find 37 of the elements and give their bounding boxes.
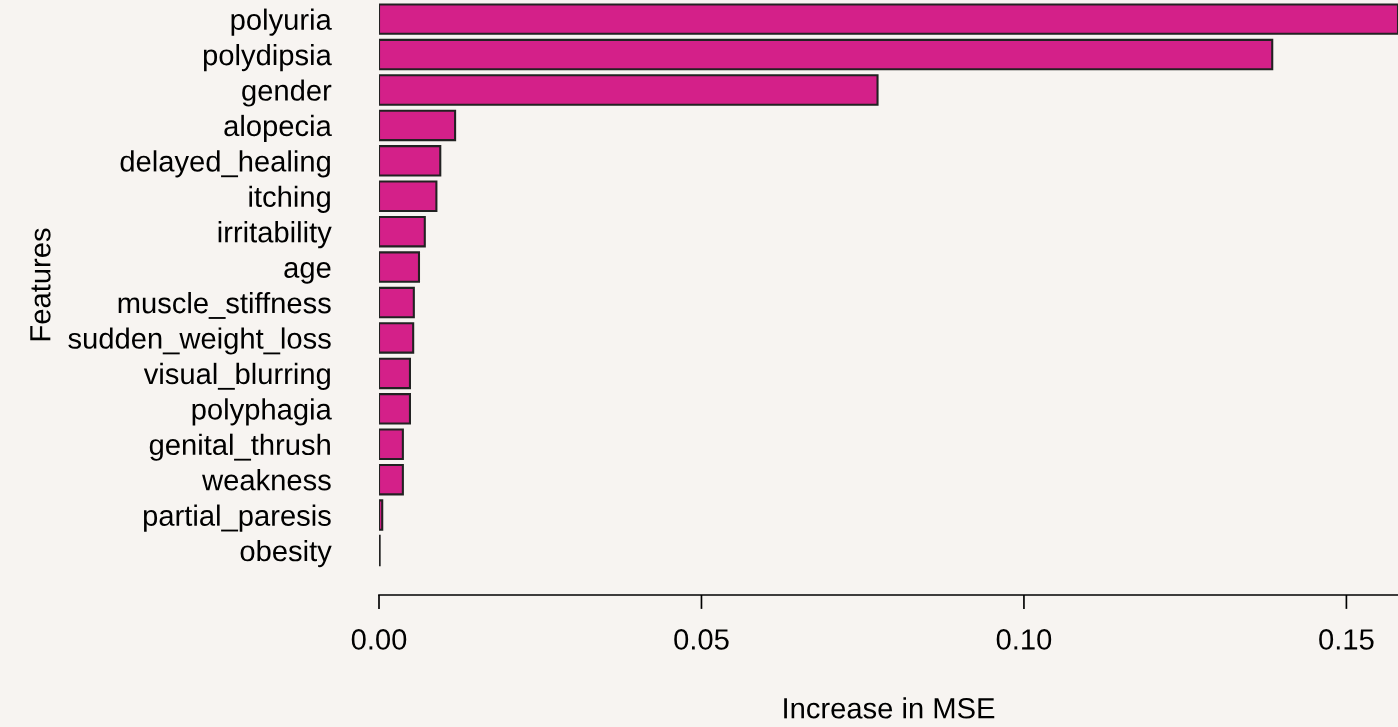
- bar: [379, 3, 1398, 35]
- x-tick-label: 0.00: [351, 629, 407, 650]
- y-axis-title: Features: [30, 228, 51, 341]
- y-tick-label: visual_blurring: [143, 362, 330, 391]
- y-tick-label: muscle_stiffness: [118, 291, 331, 319]
- y-tick-label: age: [284, 261, 331, 284]
- y-tick-label: genital_thrush: [149, 433, 330, 461]
- bar: [379, 145, 442, 177]
- y-tick-label: polyuria: [231, 8, 332, 36]
- bar: [379, 322, 415, 354]
- bar: [379, 74, 879, 106]
- bar: [379, 286, 415, 319]
- y-tick-label: weakness: [202, 469, 331, 491]
- bar: [379, 357, 411, 390]
- bar: [379, 251, 421, 283]
- y-tick-label: polyphagia: [192, 398, 332, 426]
- bar: [379, 38, 1274, 71]
- x-tick-label: 0.15: [1319, 629, 1374, 650]
- bar: [379, 180, 438, 212]
- y-tick-label: irritability: [218, 221, 332, 249]
- x-tick-label: 0.05: [674, 629, 729, 650]
- y-tick-label: polydipsia: [203, 43, 332, 72]
- bar: [379, 393, 411, 425]
- bar: [379, 463, 404, 496]
- bar: [379, 215, 426, 248]
- y-tick-label: partial_paresis: [143, 504, 331, 532]
- y-tick-label: gender: [242, 79, 332, 107]
- bar: [379, 428, 404, 460]
- y-tick-label: obesity: [240, 539, 332, 568]
- bar: [379, 499, 384, 531]
- y-tick-label: itching: [249, 185, 330, 213]
- y-tick-label: alopecia: [224, 114, 332, 143]
- x-tick-label: 0.10: [996, 629, 1052, 650]
- y-tick-label: delayed_healing: [120, 150, 330, 178]
- y-tick-label: sudden_weight_loss: [68, 327, 331, 355]
- bar: [379, 109, 457, 142]
- x-axis-title: Increase in MSE: [784, 697, 995, 719]
